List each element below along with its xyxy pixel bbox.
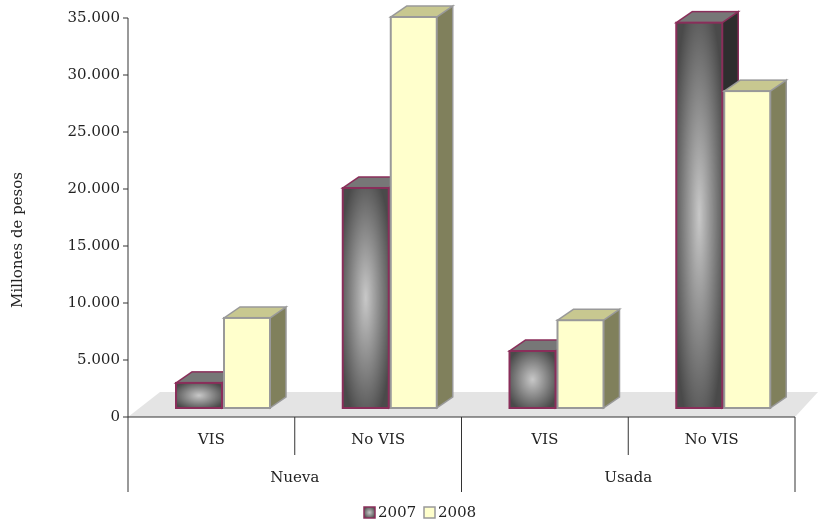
bar-side [269,305,287,410]
bar [388,4,456,410]
bar-front [223,316,271,409]
bar [555,307,622,410]
bar-front [175,381,223,410]
group-label: Nueva [270,468,319,486]
floor [128,392,818,417]
legend-label: 2008 [438,503,476,521]
legend-swatch [363,506,376,519]
group-label: Usada [604,468,652,486]
y-tick-label: 25.000 [68,122,121,140]
y-tick-label: 35.000 [68,8,121,26]
bar-side [602,307,621,410]
bar-front [675,21,724,410]
y-axis-label: Millones de pesos [8,172,26,308]
bar [721,78,789,410]
x-tick-label: VIS [197,430,225,448]
y-tick-label: 15.000 [68,236,121,254]
legend-label: 2007 [378,503,416,521]
bar-front [723,90,772,410]
bar [221,305,289,410]
bar-front [508,350,557,409]
y-tick-label: 10.000 [68,293,121,311]
bar-side [769,78,787,410]
bar-side [436,4,454,410]
bar-front [389,15,438,409]
x-tick-label: No VIS [685,430,739,448]
y-tick-label: 20.000 [68,179,121,197]
y-tick-label: 0 [110,407,120,425]
bar-front [341,186,390,409]
bar-front [556,319,605,409]
x-tick-label: VIS [530,430,558,448]
y-tick-label: 5.000 [77,350,120,368]
x-tick-label: No VIS [351,430,405,448]
legend-swatch [423,506,436,519]
y-tick-label: 30.000 [68,65,121,83]
